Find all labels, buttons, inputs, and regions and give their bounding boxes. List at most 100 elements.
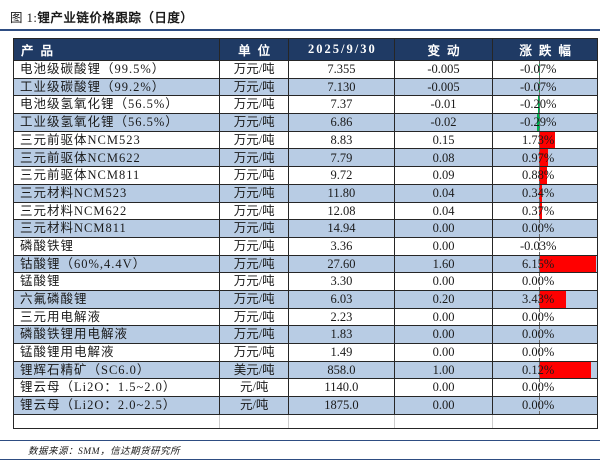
cell-product: 电池级碳酸锂（99.5%） (14, 60, 221, 78)
cell-change: 0.15 (394, 130, 494, 149)
cell-product: 电池级氢氧化锂（56.5%） (14, 95, 221, 114)
cell-unit: 万元/吨 (220, 236, 290, 255)
cell-product: 三元前驱体NCM622 (14, 148, 221, 167)
table-row: 三元材料NCM622 万元/吨 12.08 0.04 0.37% (14, 201, 597, 220)
cell-price: 7.37 (289, 95, 395, 114)
cell-pct: 0.00% (493, 325, 597, 343)
cell-unit: 万元/吨 (220, 201, 290, 220)
cell-unit: 万元/吨 (220, 325, 290, 343)
cell-unit: 万元/吨 (220, 113, 290, 131)
databar-axis (539, 361, 541, 379)
cell-price: 3.30 (289, 272, 395, 290)
cell-change: 0.09 (394, 166, 494, 184)
cell-price: 3.36 (289, 236, 395, 255)
databar-axis (539, 290, 541, 308)
cell-price: 7.130 (289, 77, 395, 96)
table-row: 磷酸铁锂用电解液 万元/吨 1.83 0.00 0.00% (14, 325, 597, 343)
cell-price: 7.355 (289, 60, 395, 78)
table-row: 三元材料NCM811 万元/吨 14.94 0.00 0.00% (14, 219, 597, 237)
databar-axis (539, 61, 541, 78)
databar (539, 149, 549, 167)
databar-axis (539, 131, 541, 149)
databar-axis (539, 202, 541, 220)
cell-pct-text: 0.00% (522, 309, 555, 324)
cell-product: 锂云母（Li2O：2.0~2.5） (14, 396, 221, 414)
cell-change: 0.04 (394, 201, 494, 220)
cell-unit: 万元/吨 (220, 148, 290, 167)
table-row: 三元用电解液 万元/吨 2.23 0.00 0.00% (14, 307, 597, 326)
table-row: 三元材料NCM523 万元/吨 11.80 0.04 0.34% (14, 183, 597, 202)
cell-product: 工业级氢氧化锂（56.5%） (14, 113, 221, 131)
databar-axis (539, 379, 541, 397)
cell-product: 磷酸铁锂用电解液 (14, 325, 221, 343)
databar-axis (539, 273, 541, 290)
cell-unit: 万元/吨 (220, 95, 290, 114)
cell-pct: 1.73% (493, 130, 597, 149)
databar (539, 202, 543, 220)
databar-axis (539, 184, 541, 202)
databar (537, 114, 540, 131)
cell-change: 0.00 (394, 236, 494, 255)
cell-product: 三元材料NCM811 (14, 219, 221, 237)
cell-pct-text: 0.00% (522, 380, 555, 395)
header-unit: 单位 (220, 39, 290, 60)
cell-change: -0.01 (394, 95, 494, 114)
table-row: 锂辉石精矿（SC6.0） 美元/吨 858.0 1.00 0.12% (14, 360, 597, 379)
cell-product: 六氟磷酸锂 (14, 289, 221, 308)
cell-pct: 0.97% (493, 148, 597, 167)
cell-unit: 美元/吨 (220, 360, 290, 379)
cell-pct: 6.15% (493, 254, 597, 273)
cell-pct-text: 0.00% (522, 274, 555, 289)
cell-unit: 万元/吨 (220, 77, 290, 96)
cell-product: 锰酸锂用电解液 (14, 343, 221, 361)
databar (539, 361, 592, 379)
cell-change: 1.00 (394, 360, 494, 379)
databar (539, 290, 567, 308)
cell-change: -0.02 (394, 113, 494, 131)
cell-product: 三元材料NCM622 (14, 201, 221, 220)
empty-cell (220, 414, 290, 428)
table-row: 锂云母（Li2O：1.5~2.0） 元/吨 1140.0 0.00 0.00% (14, 378, 597, 397)
table-row: 六氟磷酸锂 万元/吨 6.03 0.20 3.43% (14, 289, 597, 308)
price-table: 产品 单位 2025/9/30 变动 涨跌幅 电池级碳酸锂（99.5%） 万元/… (13, 38, 598, 429)
cell-price: 1.49 (289, 343, 395, 361)
cell-price: 8.83 (289, 130, 395, 149)
table-row: 锂云母（Li2O：2.0~2.5） 元/吨 1875.0 0.00 0.00% (14, 396, 597, 414)
cell-price: 27.60 (289, 254, 395, 273)
cell-price: 12.08 (289, 201, 395, 220)
footer-divider-bottom (0, 459, 600, 460)
cell-pct-text: -0.07% (519, 79, 557, 94)
databar-axis (539, 326, 541, 343)
cell-price: 2.23 (289, 307, 395, 326)
cell-pct: 0.34% (493, 183, 597, 202)
cell-change: 0.00 (394, 378, 494, 397)
cell-change: 0.04 (394, 183, 494, 202)
figure-label: 图 1: (10, 11, 38, 25)
cell-pct-text: 0.00% (522, 327, 555, 342)
cell-change: 0.00 (394, 325, 494, 343)
cell-pct-text: -0.03% (519, 238, 557, 253)
databar-axis (539, 78, 541, 96)
cell-product: 磷酸铁锂 (14, 236, 221, 255)
cell-pct: -0.07% (493, 60, 597, 78)
cell-pct: 0.00% (493, 272, 597, 290)
cell-product: 锰酸锂 (14, 272, 221, 290)
cell-pct: -0.07% (493, 77, 597, 96)
cell-price: 9.72 (289, 166, 395, 184)
cell-pct-text: -0.20% (519, 97, 557, 112)
figure-title-text: 锂产业链价格跟踪（日度） (37, 11, 194, 25)
cell-change: 0.20 (394, 289, 494, 308)
cell-change: -0.005 (394, 60, 494, 78)
header-product: 产品 (14, 39, 221, 60)
cell-product: 三元材料NCM523 (14, 183, 221, 202)
databar-axis (539, 308, 541, 326)
header-change: 变动 (395, 39, 494, 60)
cell-price: 6.86 (289, 113, 395, 131)
cell-change: 0.00 (394, 307, 494, 326)
cell-change: 0.00 (394, 343, 494, 361)
cell-unit: 万元/吨 (220, 272, 290, 290)
empty-cell (493, 415, 597, 428)
figure-title: 图 1:锂产业链价格跟踪（日度） (0, 0, 600, 26)
databar (539, 184, 543, 202)
empty-cell (395, 414, 494, 428)
